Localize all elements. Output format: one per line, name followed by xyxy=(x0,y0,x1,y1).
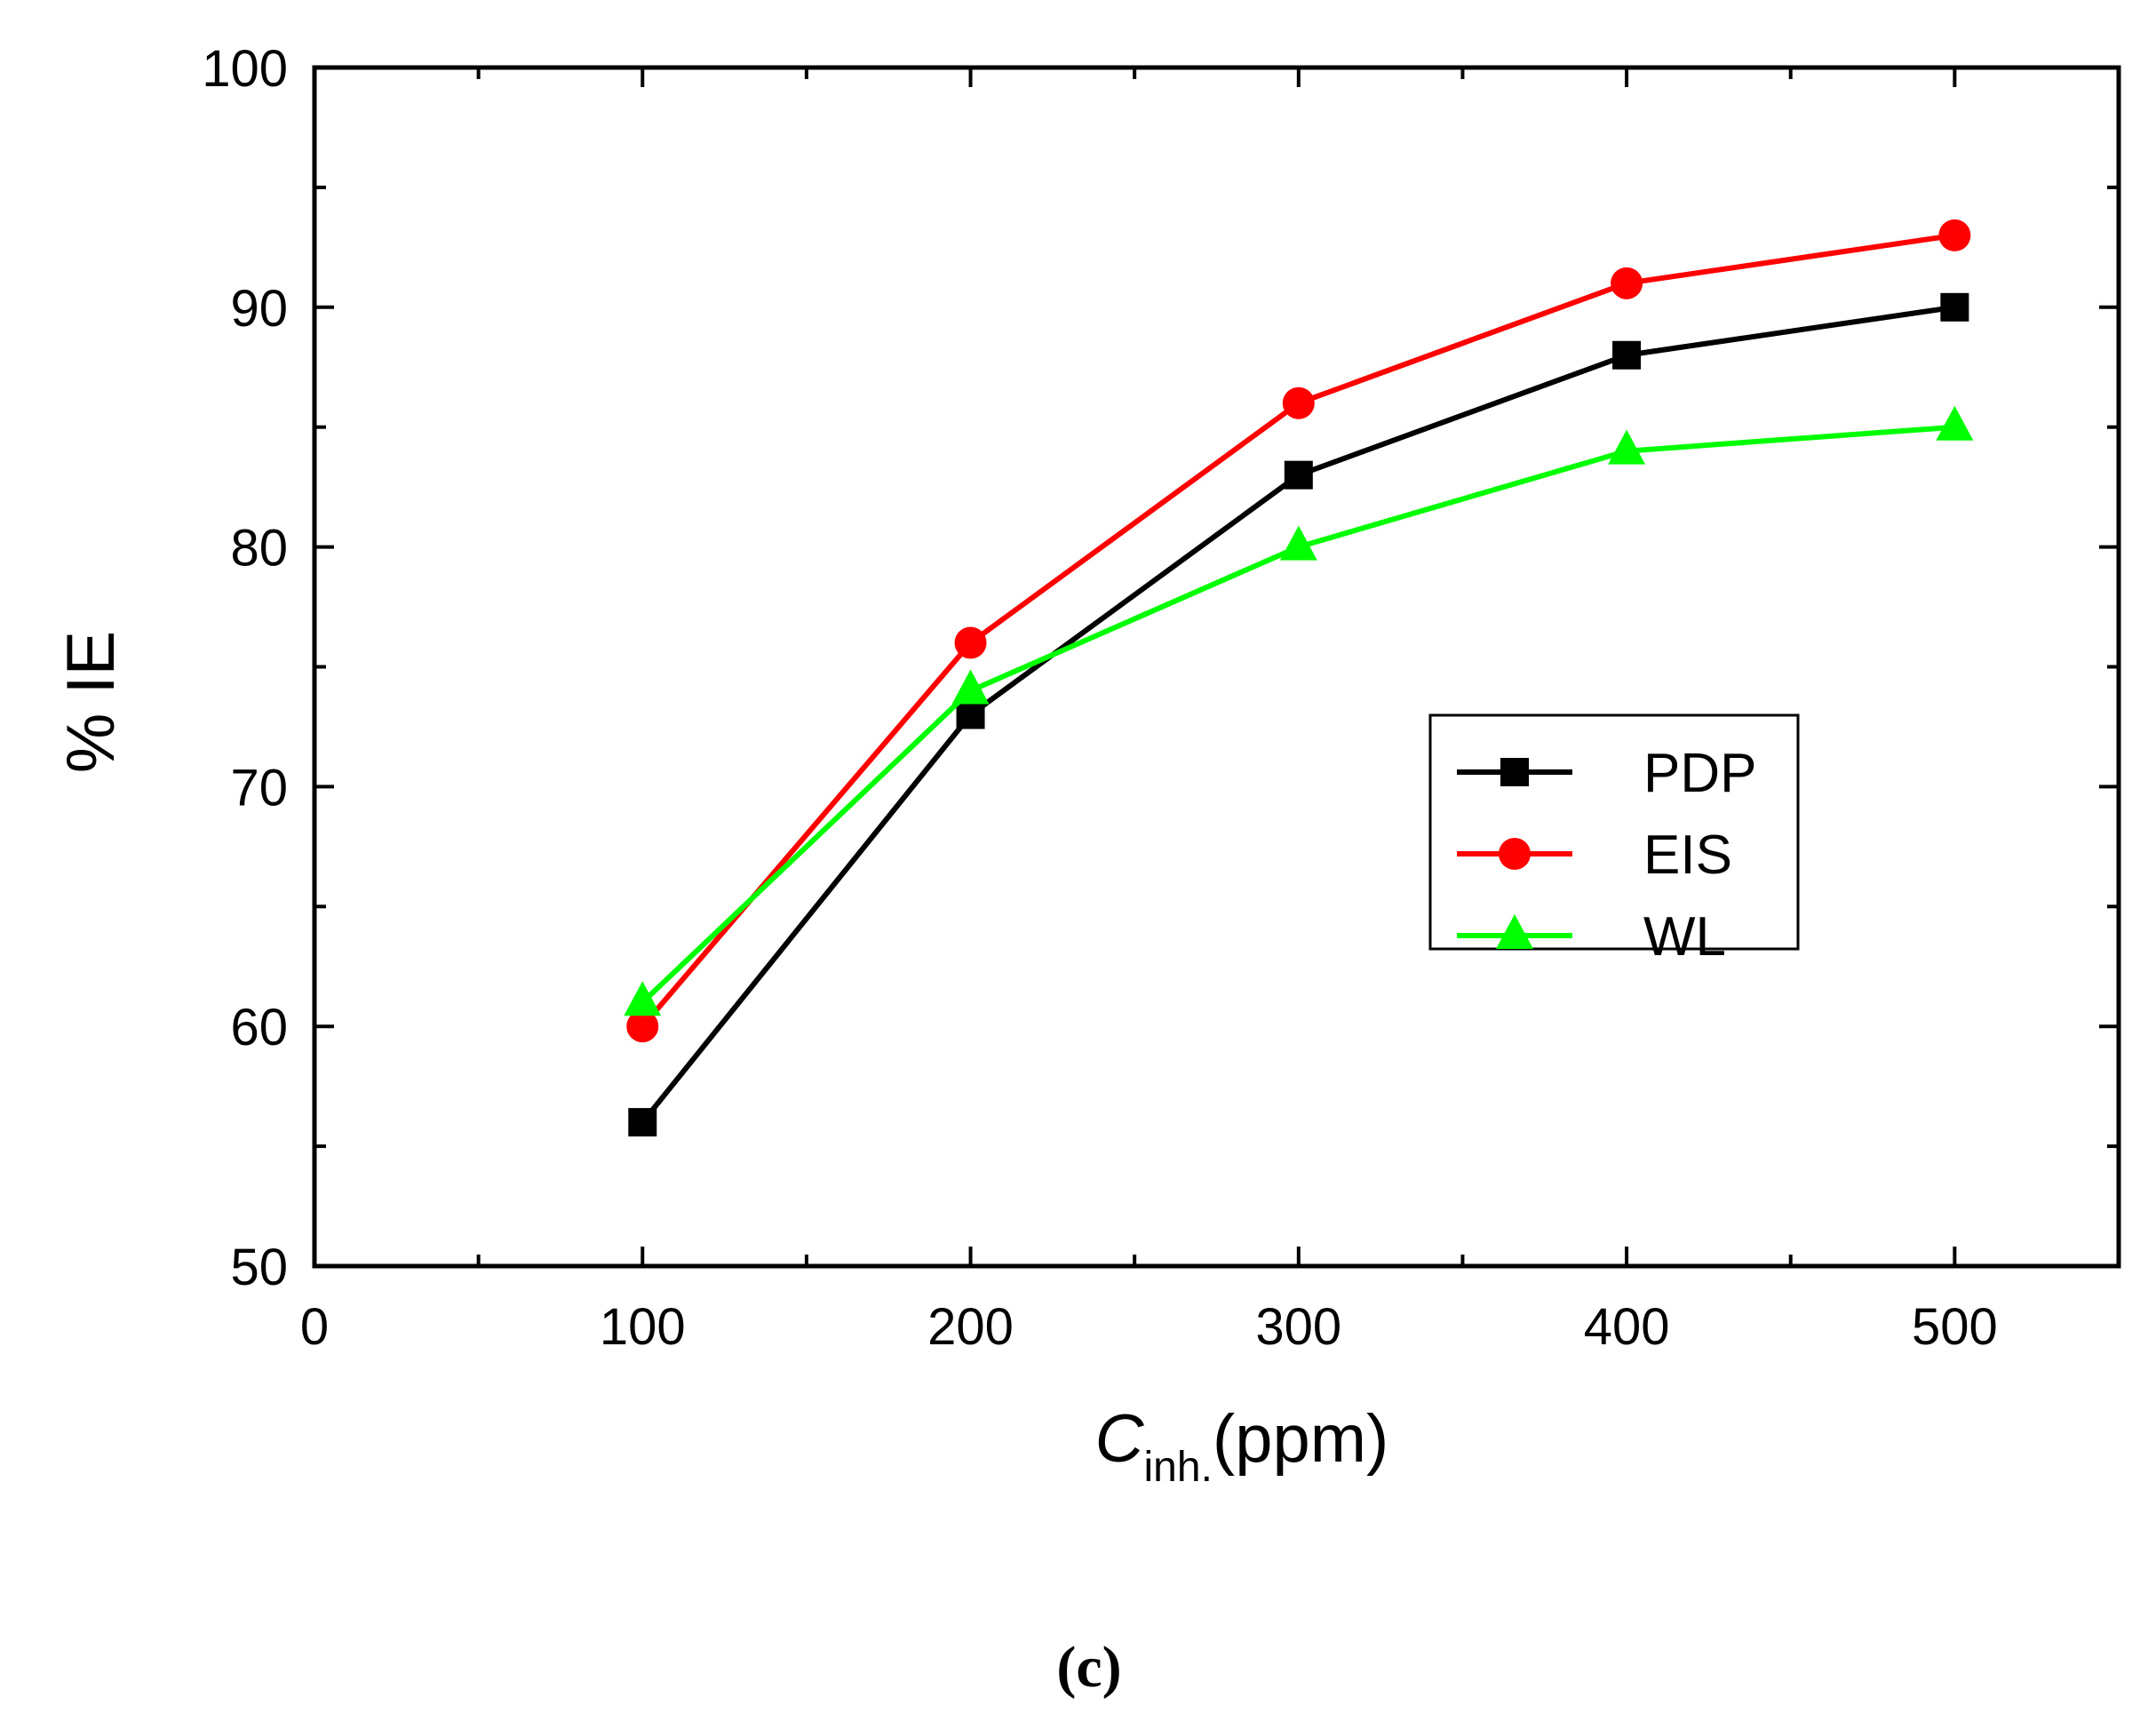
y-tick-label: 70 xyxy=(230,759,288,817)
x-tick-label: 300 xyxy=(1255,1298,1341,1356)
data-point-wl xyxy=(1279,525,1317,561)
y-tick-label: 100 xyxy=(202,40,288,98)
legend-label-wl: WL xyxy=(1643,906,1726,968)
legend-marker-pdp xyxy=(1500,758,1529,786)
data-point-eis xyxy=(954,626,987,659)
plot-frame xyxy=(312,65,2121,1269)
legend-label-pdp: PDP xyxy=(1643,743,1756,804)
legend-marker-eis xyxy=(1499,838,1531,870)
x-tick-label: 500 xyxy=(1912,1298,1998,1356)
y-tick-label: 80 xyxy=(230,520,288,578)
data-point-eis xyxy=(1282,386,1315,419)
x-tick-label: 400 xyxy=(1584,1298,1670,1356)
data-point-eis xyxy=(1611,267,1643,299)
data-point-eis xyxy=(1938,219,1971,251)
x-tick-label: 100 xyxy=(600,1298,686,1356)
data-point-wl xyxy=(951,669,990,705)
plot-area xyxy=(624,219,1974,1137)
legend: PDP EIS WL xyxy=(1428,713,1800,968)
data-point-wl xyxy=(1608,429,1646,465)
data-point-eis xyxy=(626,1010,659,1043)
x-axis-title-main: C xyxy=(1095,1401,1145,1477)
y-tick-label: 60 xyxy=(230,999,288,1056)
x-axis-title-unit: (ppm) xyxy=(1213,1401,1388,1477)
panel-label: (c) xyxy=(1056,1635,1121,1700)
legend-marker-wl xyxy=(1496,914,1533,949)
data-point-wl xyxy=(624,981,662,1016)
legend-label-eis: EIS xyxy=(1643,825,1732,886)
y-tick-label: 50 xyxy=(230,1239,288,1296)
data-point-pdp xyxy=(1612,340,1642,370)
y-tick-label: 90 xyxy=(230,280,288,338)
x-tick-label: 0 xyxy=(300,1298,329,1356)
x-axis-title: Cinh.(ppm) xyxy=(1095,1401,1389,1491)
data-point-pdp xyxy=(1284,460,1313,490)
data-point-pdp xyxy=(628,1108,657,1137)
data-point-wl xyxy=(1936,405,1974,441)
y-axis-title: % IE xyxy=(53,631,129,774)
axes: 0 100 200 300 400 500 50 60 70 80 90 100 xyxy=(202,40,2121,1356)
data-point-pdp xyxy=(1940,292,1969,322)
legend-box xyxy=(1428,713,1800,951)
data-point-pdp xyxy=(956,700,985,729)
x-tick-label: 200 xyxy=(927,1298,1014,1356)
x-axis-title-subscript: inh. xyxy=(1144,1444,1213,1491)
